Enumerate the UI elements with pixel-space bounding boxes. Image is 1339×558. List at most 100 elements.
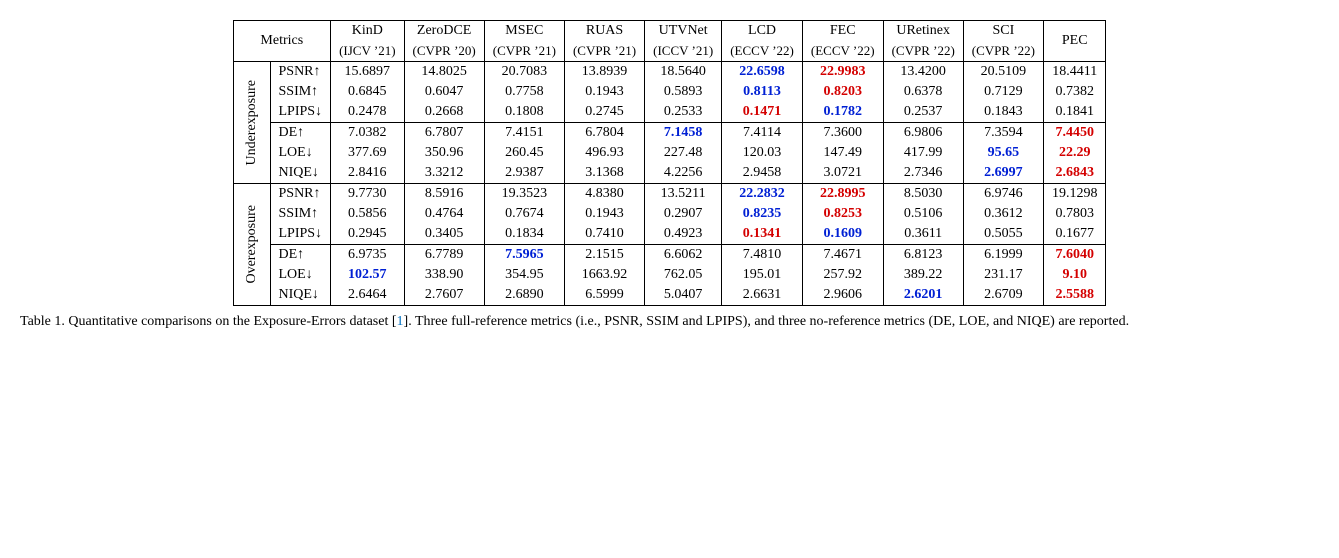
value-cell: 1663.92 — [564, 265, 644, 285]
value-cell: 2.6201 — [883, 285, 963, 306]
metric-name: DE↑ — [270, 245, 331, 266]
value-cell: 7.1458 — [645, 123, 722, 144]
value-cell: 9.10 — [1043, 265, 1106, 285]
method-header: PEC — [1043, 21, 1106, 62]
value-cell: 0.2668 — [404, 102, 484, 123]
value-cell: 0.3405 — [404, 224, 484, 245]
value-cell: 19.1298 — [1043, 184, 1106, 205]
value-cell: 6.8123 — [883, 245, 963, 266]
method-header: MSEC — [484, 21, 564, 42]
value-cell: 0.1609 — [802, 224, 883, 245]
value-cell: 6.9806 — [883, 123, 963, 144]
value-cell: 0.2478 — [331, 102, 404, 123]
group-label: Underexposure — [233, 62, 270, 184]
value-cell: 7.3600 — [802, 123, 883, 144]
value-cell: 6.7804 — [564, 123, 644, 144]
value-cell: 7.5965 — [484, 245, 564, 266]
value-cell: 0.6378 — [883, 82, 963, 102]
value-cell: 762.05 — [645, 265, 722, 285]
value-cell: 0.8203 — [802, 82, 883, 102]
method-header: UTVNet — [645, 21, 722, 42]
value-cell: 2.6631 — [722, 285, 803, 306]
value-cell: 496.93 — [564, 143, 644, 163]
method-header: LCD — [722, 21, 803, 42]
value-cell: 417.99 — [883, 143, 963, 163]
caption-prefix: Table 1. Quantitative comparisons on the… — [20, 314, 397, 329]
value-cell: 0.6047 — [404, 82, 484, 102]
value-cell: 7.4671 — [802, 245, 883, 266]
value-cell: 260.45 — [484, 143, 564, 163]
method-venue: (ECCV ’22) — [802, 41, 883, 62]
method-venue: (CVPR ’22) — [883, 41, 963, 62]
value-cell: 2.6464 — [331, 285, 404, 306]
value-cell: 0.2945 — [331, 224, 404, 245]
value-cell: 0.6845 — [331, 82, 404, 102]
value-cell: 0.1843 — [963, 102, 1043, 123]
value-cell: 7.4450 — [1043, 123, 1106, 144]
value-cell: 2.1515 — [564, 245, 644, 266]
value-cell: 7.4114 — [722, 123, 803, 144]
metric-name: LPIPS↓ — [270, 224, 331, 245]
value-cell: 0.4764 — [404, 204, 484, 224]
value-cell: 6.6062 — [645, 245, 722, 266]
value-cell: 13.5211 — [645, 184, 722, 205]
value-cell: 13.4200 — [883, 62, 963, 83]
caption-suffix: ]. Three full-reference metrics (i.e., P… — [404, 314, 1130, 329]
value-cell: 0.1834 — [484, 224, 564, 245]
value-cell: 7.0382 — [331, 123, 404, 144]
value-cell: 0.5055 — [963, 224, 1043, 245]
value-cell: 6.7789 — [404, 245, 484, 266]
value-cell: 18.4411 — [1043, 62, 1106, 83]
value-cell: 0.3612 — [963, 204, 1043, 224]
value-cell: 2.9458 — [722, 163, 803, 184]
value-cell: 7.6040 — [1043, 245, 1106, 266]
value-cell: 22.9983 — [802, 62, 883, 83]
metric-name: SSIM↑ — [270, 82, 331, 102]
value-cell: 147.49 — [802, 143, 883, 163]
value-cell: 13.8939 — [564, 62, 644, 83]
table-body: UnderexposurePSNR↑15.689714.802520.70831… — [233, 62, 1106, 306]
value-cell: 20.7083 — [484, 62, 564, 83]
value-cell: 350.96 — [404, 143, 484, 163]
value-cell: 6.9735 — [331, 245, 404, 266]
value-cell: 0.5893 — [645, 82, 722, 102]
value-cell: 389.22 — [883, 265, 963, 285]
value-cell: 0.8253 — [802, 204, 883, 224]
group-label: Overexposure — [233, 184, 270, 306]
value-cell: 0.7129 — [963, 82, 1043, 102]
metric-name: DE↑ — [270, 123, 331, 144]
value-cell: 0.1677 — [1043, 224, 1106, 245]
value-cell: 231.17 — [963, 265, 1043, 285]
value-cell: 0.8113 — [722, 82, 803, 102]
value-cell: 6.7807 — [404, 123, 484, 144]
value-cell: 4.8380 — [564, 184, 644, 205]
value-cell: 0.5856 — [331, 204, 404, 224]
value-cell: 0.1782 — [802, 102, 883, 123]
value-cell: 0.1943 — [564, 82, 644, 102]
value-cell: 0.2907 — [645, 204, 722, 224]
value-cell: 20.5109 — [963, 62, 1043, 83]
value-cell: 2.6843 — [1043, 163, 1106, 184]
method-venue: (ECCV ’22) — [722, 41, 803, 62]
value-cell: 377.69 — [331, 143, 404, 163]
value-cell: 95.65 — [963, 143, 1043, 163]
method-header: RUAS — [564, 21, 644, 42]
value-cell: 15.6897 — [331, 62, 404, 83]
value-cell: 0.7410 — [564, 224, 644, 245]
value-cell: 120.03 — [722, 143, 803, 163]
value-cell: 22.6598 — [722, 62, 803, 83]
value-cell: 2.6890 — [484, 285, 564, 306]
value-cell: 0.2537 — [883, 102, 963, 123]
value-cell: 7.3594 — [963, 123, 1043, 144]
value-cell: 8.5916 — [404, 184, 484, 205]
metric-name: SSIM↑ — [270, 204, 331, 224]
metric-name: PSNR↑ — [270, 62, 331, 83]
value-cell: 0.7674 — [484, 204, 564, 224]
value-cell: 0.2533 — [645, 102, 722, 123]
value-cell: 2.9387 — [484, 163, 564, 184]
value-cell: 8.5030 — [883, 184, 963, 205]
value-cell: 0.1841 — [1043, 102, 1106, 123]
value-cell: 19.3523 — [484, 184, 564, 205]
value-cell: 338.90 — [404, 265, 484, 285]
value-cell: 6.1999 — [963, 245, 1043, 266]
